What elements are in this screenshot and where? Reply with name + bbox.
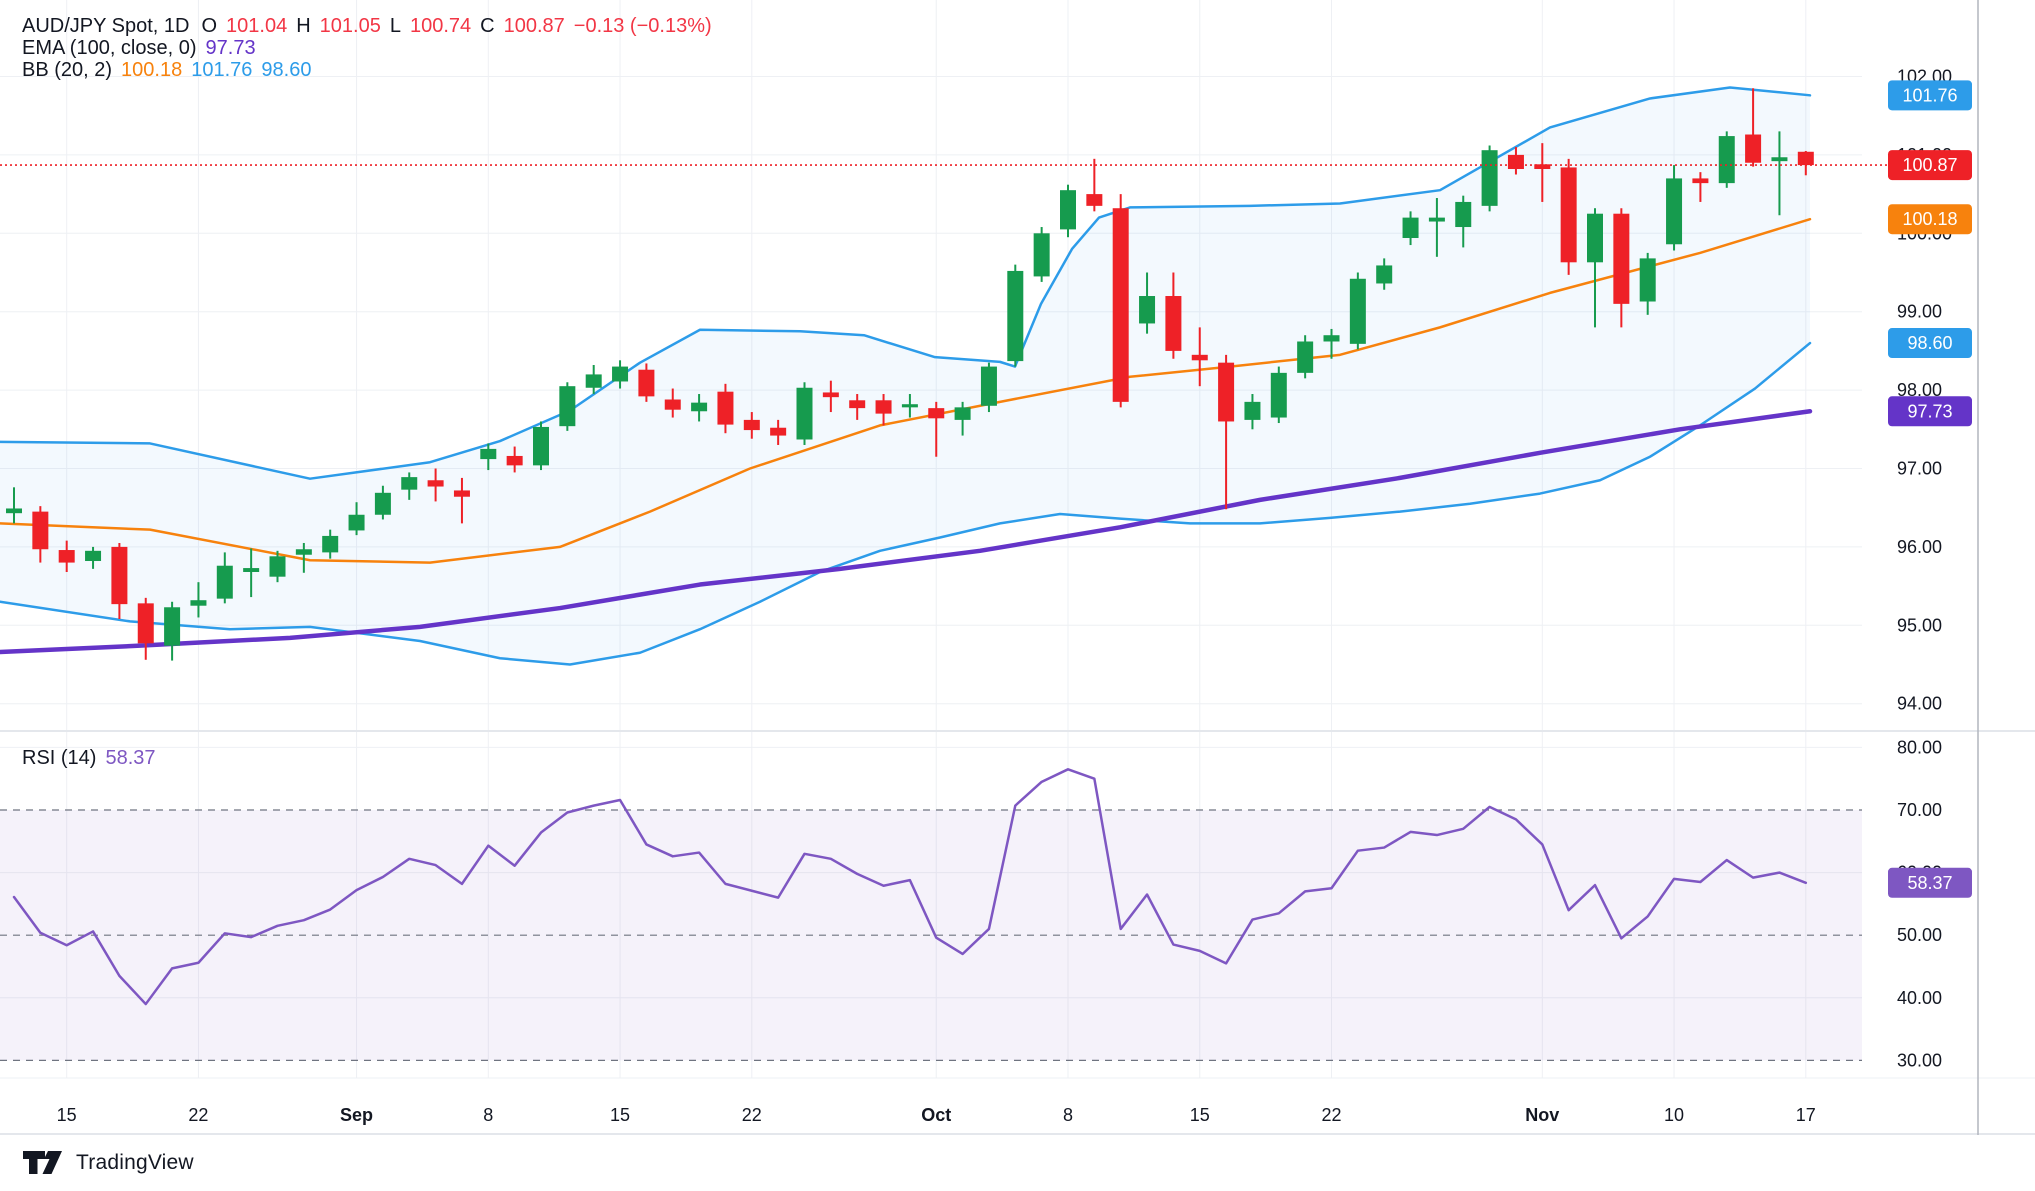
tradingview-logo-icon[interactable] — [22, 1148, 66, 1178]
svg-text:15: 15 — [57, 1105, 77, 1125]
bb-upper-badge: 101.76 — [1888, 80, 1972, 111]
rsi-badge: 58.37 — [1888, 867, 1972, 898]
bb-lower-badge: 98.60 — [1888, 328, 1972, 359]
svg-text:Sep: Sep — [340, 1105, 373, 1125]
svg-text:99.00: 99.00 — [1897, 302, 1942, 322]
svg-text:98.00: 98.00 — [1897, 380, 1942, 400]
svg-text:17: 17 — [1796, 1105, 1816, 1125]
svg-text:Oct: Oct — [921, 1105, 951, 1125]
price-axis[interactable]: 102.00101.00100.0099.0098.0097.0096.0095… — [1897, 67, 1952, 1071]
legend-text: 58.37 — [105, 747, 156, 769]
svg-text:94.00: 94.00 — [1897, 694, 1942, 714]
bb-lower-line — [0, 341, 1812, 666]
pane-borders — [0, 0, 2035, 1135]
ema-badge: 97.73 — [1888, 396, 1972, 427]
svg-text:22: 22 — [188, 1105, 208, 1125]
legend-text: 97.73 — [205, 37, 256, 59]
legend-text: 101.04 — [226, 15, 288, 37]
last-price-badge: 100.87 — [1888, 150, 1972, 181]
legend-text: AUD/JPY Spot, 1D — [22, 15, 190, 37]
legend-text: C — [480, 15, 495, 37]
svg-text:8: 8 — [483, 1105, 493, 1125]
legend-bb-row[interactable]: BB (20, 2) 100.18 101.76 98.60 — [22, 60, 721, 81]
rsi-band — [0, 809, 1862, 1062]
svg-text:70.00: 70.00 — [1897, 800, 1942, 820]
svg-text:100.18: 100.18 — [1902, 209, 1957, 229]
bollinger-fill — [0, 87, 1810, 665]
svg-text:95.00: 95.00 — [1897, 615, 1942, 635]
svg-text:80.00: 80.00 — [1897, 737, 1942, 757]
svg-text:15: 15 — [1190, 1105, 1210, 1125]
svg-text:101.76: 101.76 — [1902, 85, 1957, 105]
chart-legend: AUD/JPY Spot, 1D O 101.04 H 101.05 L 100.74 C 10… — [22, 16, 721, 82]
svg-text:50.00: 50.00 — [1897, 925, 1942, 945]
legend-text: EMA (100, close, 0) — [22, 37, 197, 59]
svg-text:40.00: 40.00 — [1897, 988, 1942, 1008]
svg-text:22: 22 — [742, 1105, 762, 1125]
svg-text:96.00: 96.00 — [1897, 537, 1942, 557]
legend-text: O — [201, 15, 218, 37]
chart-area[interactable]: 102.00101.00100.0099.0098.0097.0096.0095… — [0, 0, 2035, 1135]
axis-badges: 101.76 100.87 100.18 98.60 97.73 58.37 — [1888, 80, 1972, 898]
candles-layer[interactable] — [6, 88, 1814, 661]
svg-text:10: 10 — [1664, 1105, 1684, 1125]
legend-text: 101.05 — [319, 15, 381, 37]
brand-name[interactable]: TradingView — [76, 1151, 194, 1174]
legend-text: L — [389, 15, 401, 37]
legend-text: H — [296, 15, 311, 37]
legend-text: 100.18 — [121, 59, 183, 81]
svg-text:97.00: 97.00 — [1897, 459, 1942, 479]
legend-text: 101.76 — [191, 59, 253, 81]
svg-text:97.73: 97.73 — [1907, 401, 1952, 421]
legend-text: −0.13 (−0.13%) — [573, 15, 712, 37]
svg-text:Nov: Nov — [1525, 1105, 1559, 1125]
legend-text: RSI (14) — [22, 747, 97, 769]
svg-text:100.87: 100.87 — [1902, 155, 1957, 175]
svg-text:30.00: 30.00 — [1897, 1050, 1942, 1070]
candlestick-chart[interactable]: 102.00101.00100.0099.0098.0097.0096.0095… — [0, 0, 2035, 1135]
bb-middle-badge: 100.18 — [1888, 204, 1972, 235]
attribution-footer: TradingView — [0, 1135, 2035, 1191]
legend-text: 100.74 — [409, 15, 472, 37]
ema-line — [0, 409, 1813, 655]
legend-ema-row[interactable]: EMA (100, close, 0) 97.73 — [22, 38, 721, 59]
legend-text: 100.87 — [503, 15, 565, 37]
svg-text:15: 15 — [610, 1105, 630, 1125]
rsi-legend-row[interactable]: RSI (14) 58.37 — [22, 747, 165, 770]
svg-text:58.37: 58.37 — [1907, 873, 1952, 893]
svg-text:22: 22 — [1321, 1105, 1341, 1125]
svg-text:8: 8 — [1063, 1105, 1073, 1125]
legend-symbol-row[interactable]: AUD/JPY Spot, 1D O 101.04 H 101.05 L 100.74 C 10… — [22, 16, 721, 37]
svg-text:98.60: 98.60 — [1907, 333, 1952, 353]
time-axis[interactable]: 15 22 Sep 8 15 22 Oct 8 15 22 Nov 10 17 — [57, 1105, 1816, 1125]
rsi-line — [12, 768, 1808, 1006]
legend-text: 98.60 — [261, 59, 312, 81]
legend-text: BB (20, 2) — [22, 59, 113, 81]
